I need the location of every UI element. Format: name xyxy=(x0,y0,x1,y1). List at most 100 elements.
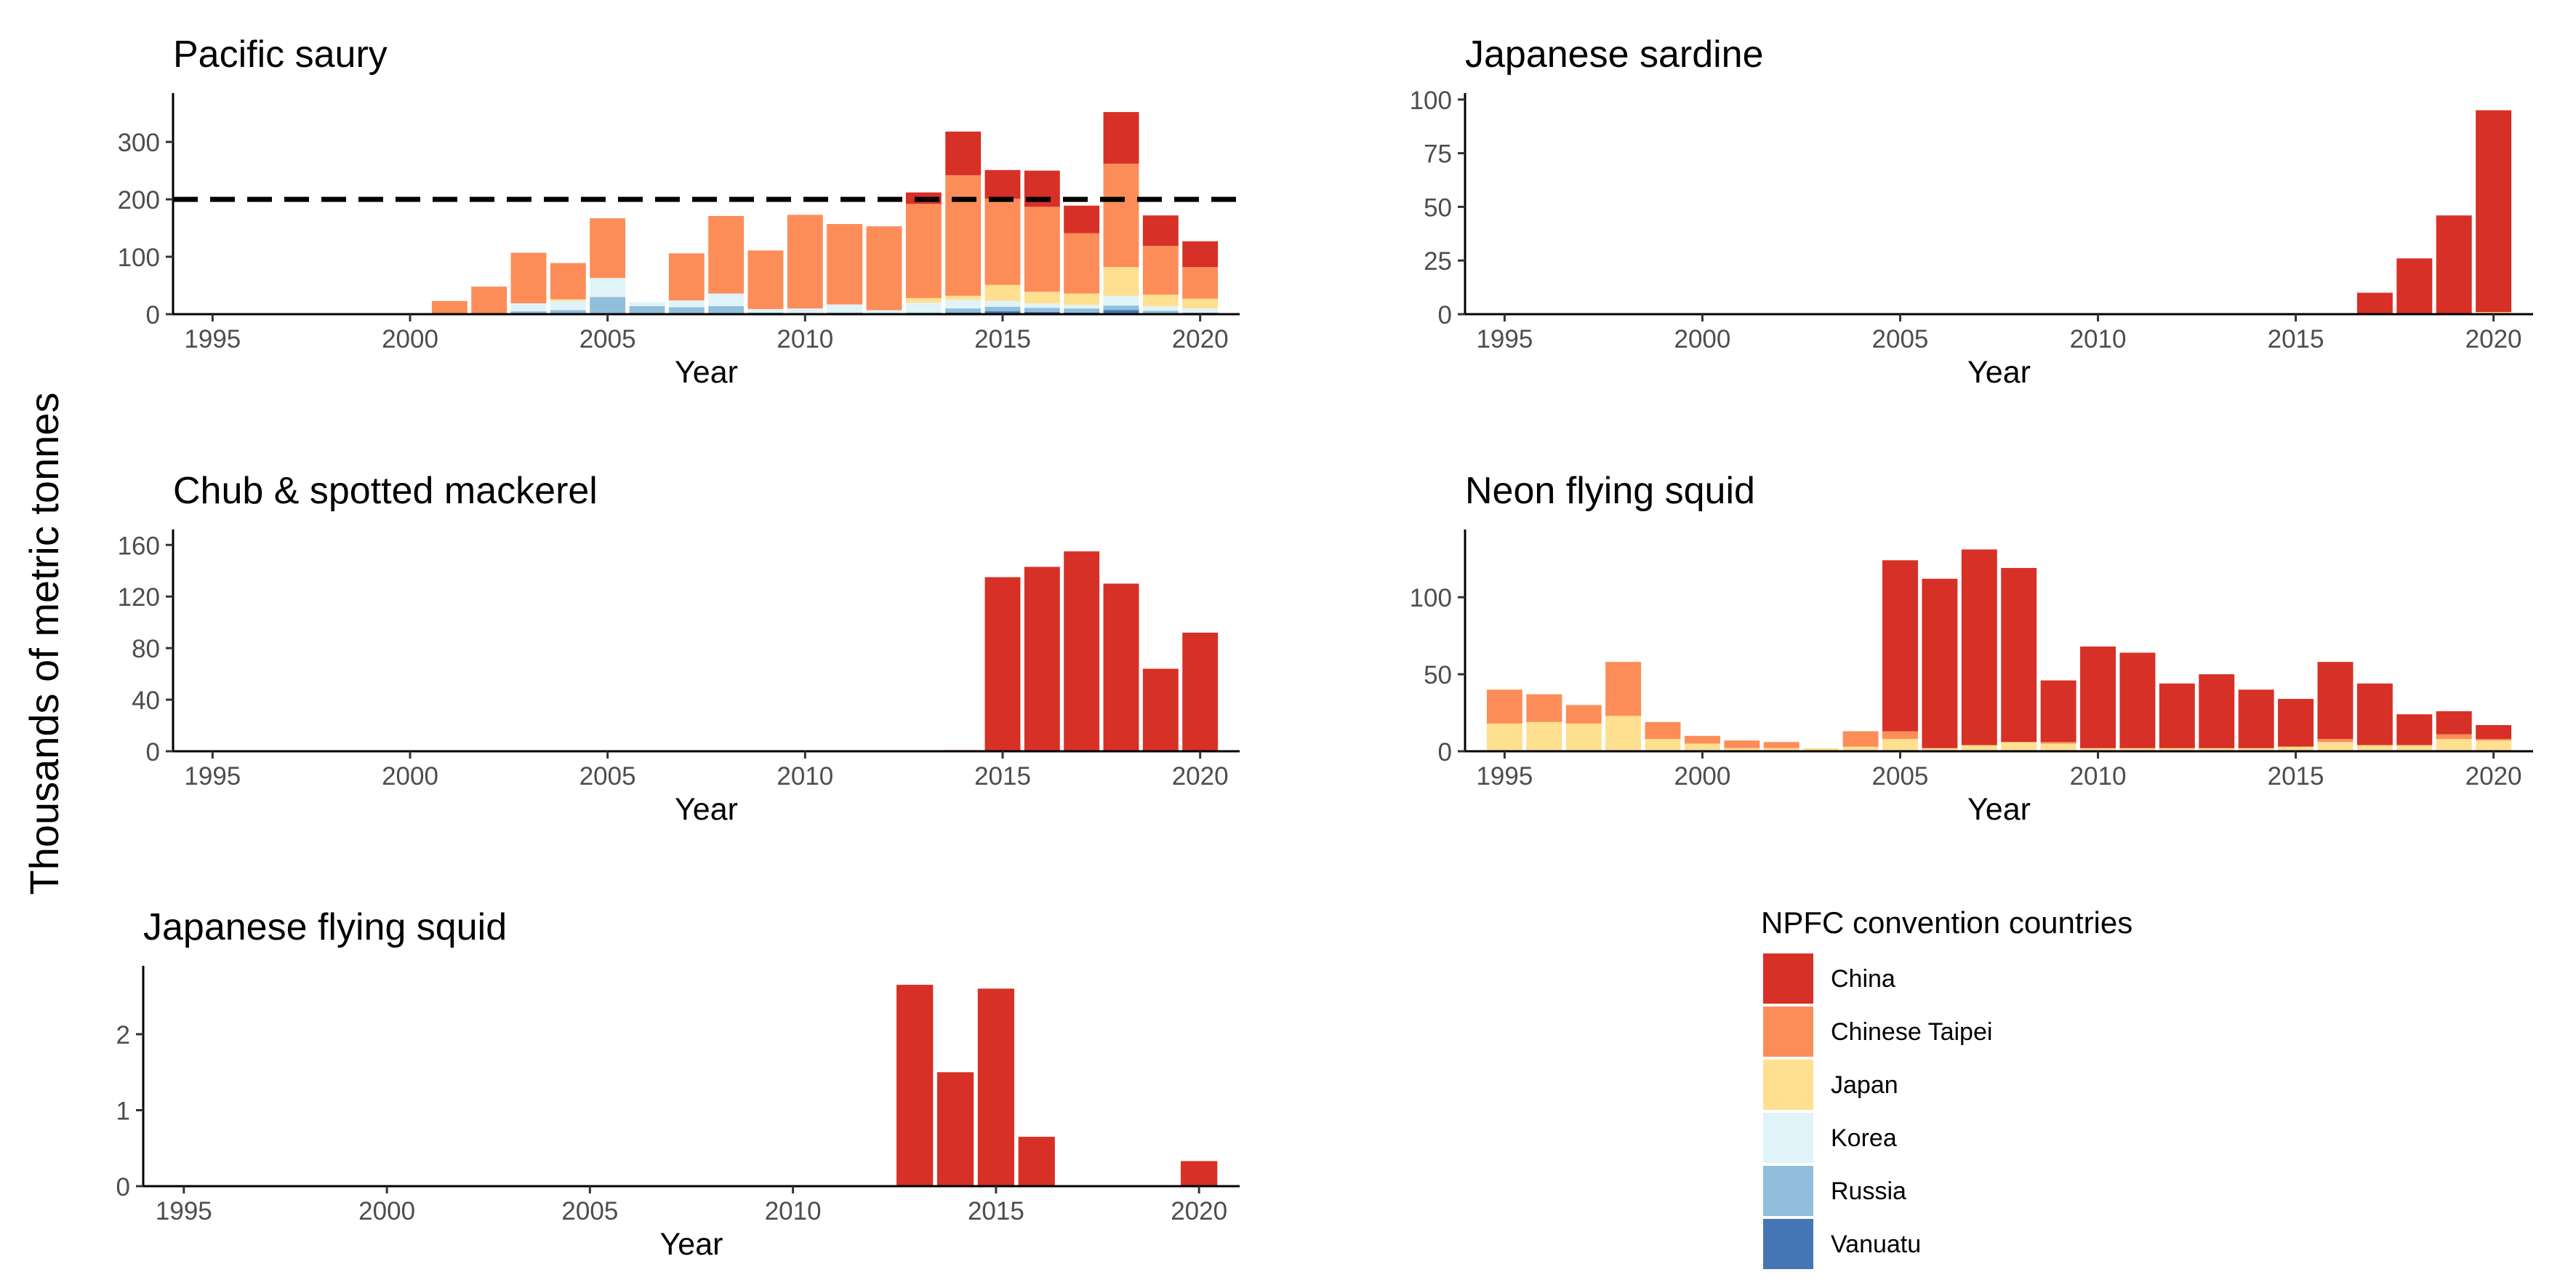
bar-chinese-taipei-1997 xyxy=(1565,705,1602,724)
x-tick-label: 2015 xyxy=(974,762,1031,791)
y-tick-label: 300 xyxy=(118,129,160,157)
bar-chinese-taipei-2018 xyxy=(1103,164,1139,268)
bar-china-2011 xyxy=(2119,652,2156,748)
bar-china-2012 xyxy=(2159,683,2195,748)
legend: NPFC convention countries China Chinese T… xyxy=(1761,905,2132,1269)
bar-chinese-taipei-1998 xyxy=(1605,662,1642,716)
bar-china-2017 xyxy=(1064,551,1100,751)
bar-korea-2006 xyxy=(629,302,665,306)
bar-russia-2003 xyxy=(510,311,547,314)
bar-japan-2015 xyxy=(2278,746,2314,751)
bar-japan-1995 xyxy=(1486,723,1522,751)
bar-chinese-taipei-1996 xyxy=(1526,694,1562,722)
bar-japan-2001 xyxy=(1724,748,1760,751)
legend-label-russia: Russia xyxy=(1831,1177,1906,1205)
bar-chinese-taipei-2004 xyxy=(550,263,586,300)
x-axis-title: Year xyxy=(675,355,738,390)
legend-swatch-chinese-taipei xyxy=(1763,1007,1813,1057)
bar-russia-2019 xyxy=(1142,311,1179,313)
y-tick-label: 75 xyxy=(1424,140,1452,169)
x-axis-title: Year xyxy=(660,1227,723,1262)
y-tick-label: 200 xyxy=(118,186,160,215)
bar-japan-2014 xyxy=(945,295,982,300)
bar-china-2020 xyxy=(1182,632,1219,751)
legend-label-vanuatu: Vanuatu xyxy=(1831,1231,1921,1258)
bar-china-2018 xyxy=(2396,714,2433,745)
panel-japanese-sardine: Japanese sardine 0 25 50 75 100 1995 2000 2005 20… xyxy=(1410,33,2533,390)
y-tick-label: 0 xyxy=(1438,301,1452,329)
bar-china-2019 xyxy=(2436,711,2472,735)
x-axis-title: Year xyxy=(675,792,738,827)
bar-china-2014 xyxy=(945,131,982,175)
bar-china-2018 xyxy=(2396,258,2433,314)
bar-japan-2004 xyxy=(1842,746,1879,751)
bar-china-2009 xyxy=(2040,680,2077,743)
bar-chinese-taipei-2016 xyxy=(1024,207,1060,292)
bar-china-2013 xyxy=(896,985,934,1186)
bar-chinese-taipei-2012 xyxy=(866,226,902,311)
bar-chinese-taipei-2007 xyxy=(668,253,705,301)
bar-japan-1996 xyxy=(1526,721,1562,751)
bar-chinese-taipei-2010 xyxy=(787,215,823,309)
bar-korea-2007 xyxy=(668,300,705,308)
legend-title: NPFC convention countries xyxy=(1761,905,2132,940)
x-tick-label: 2020 xyxy=(2465,325,2522,353)
bar-japan-2010 xyxy=(2080,748,2116,751)
x-tick-label: 2000 xyxy=(1674,762,1731,791)
bar-chinese-taipei-2017 xyxy=(1064,233,1100,294)
bar-korea-2011 xyxy=(827,304,863,313)
bar-korea-2020 xyxy=(1182,308,1219,313)
bar-korea-2017 xyxy=(1064,305,1100,309)
x-tick-label: 2010 xyxy=(2070,325,2127,353)
bar-russia-2016 xyxy=(1024,308,1060,312)
bar-china-2007 xyxy=(1961,549,1997,745)
panel-title: Neon flying squid xyxy=(1465,470,1755,512)
panel-chub-spotted-mackerel: Chub & spotted mackerel 0 40 80 120 160 1995 20… xyxy=(118,470,1240,827)
y-tick-label: 100 xyxy=(118,244,160,272)
bar-korea-2018 xyxy=(1103,295,1139,306)
y-tick-label: 1 xyxy=(116,1097,130,1126)
bar-japan-2016 xyxy=(2317,742,2354,751)
x-tick-label: 2000 xyxy=(1674,325,1731,353)
bar-russia-2018 xyxy=(1103,305,1139,311)
y-tick-label: 2 xyxy=(116,1021,130,1049)
bar-japan-2012 xyxy=(2159,748,2195,751)
bar-russia-2005 xyxy=(590,297,626,314)
bar-korea-2010 xyxy=(787,308,823,313)
x-tick-label: 1995 xyxy=(1476,325,1533,353)
x-tick-label: 2010 xyxy=(777,325,833,353)
bar-chinese-taipei-2001 xyxy=(1724,740,1760,748)
x-tick-label: 2020 xyxy=(2465,762,2522,791)
y-axis-title: Thousands of metric tonnes xyxy=(21,392,67,895)
bar-japan-2011 xyxy=(2119,748,2156,751)
bar-russia-2004 xyxy=(550,310,586,314)
bar-vanuatu-2016 xyxy=(1024,311,1060,314)
y-tick-label: 0 xyxy=(146,738,160,767)
bar-chinese-taipei-2020 xyxy=(2476,739,2512,741)
legend-swatch-japan xyxy=(1763,1060,1813,1110)
bar-china-2020 xyxy=(1182,241,1219,268)
x-tick-label: 2020 xyxy=(1172,325,1229,353)
panel-title: Japanese sardine xyxy=(1465,33,1764,76)
bar-japan-2020 xyxy=(2476,740,2512,751)
x-tick-label: 2000 xyxy=(382,325,438,353)
y-tick-label: 50 xyxy=(1424,661,1452,689)
x-tick-label: 2015 xyxy=(2268,762,2324,791)
bar-japan-2005 xyxy=(1882,739,1918,751)
bar-japan-2009 xyxy=(2040,743,2077,751)
y-tick-label: 160 xyxy=(118,532,160,560)
bar-japan-2015 xyxy=(984,284,1021,301)
bar-chinese-taipei-2019 xyxy=(1142,246,1179,295)
bar-china-2015 xyxy=(2278,698,2314,747)
x-tick-label: 1995 xyxy=(184,325,241,353)
bar-china-2008 xyxy=(2001,567,2037,743)
bar-korea-2003 xyxy=(510,303,547,312)
bar-chinese-taipei-1995 xyxy=(1486,689,1522,724)
legend-label-japan: Japan xyxy=(1831,1071,1898,1099)
y-tick-label: 0 xyxy=(1438,738,1452,767)
bar-china-2014 xyxy=(2238,689,2274,748)
x-tick-label: 2010 xyxy=(777,762,833,791)
y-tick-label: 100 xyxy=(1410,584,1452,612)
x-tick-label: 2020 xyxy=(1172,762,1229,791)
